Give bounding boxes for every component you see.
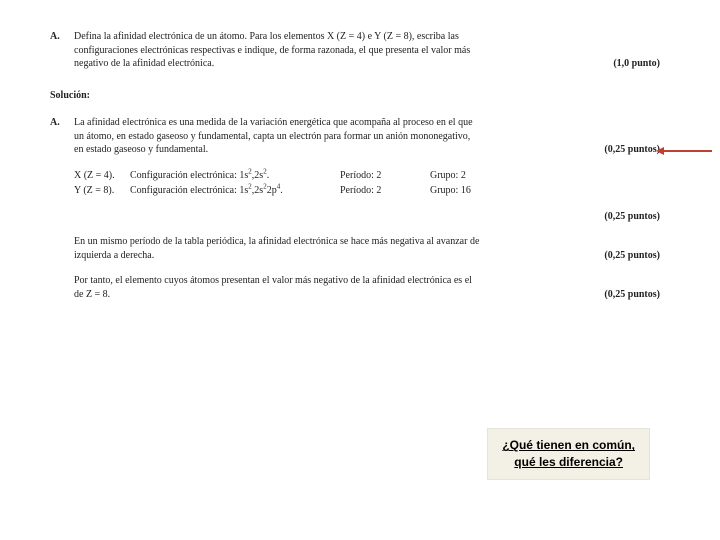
callout-l2: qué les diferencia? — [502, 454, 635, 471]
arrow-left-icon — [662, 150, 712, 152]
answer-p2-l2: izquierda a derecha. (0,25 puntos) — [74, 249, 660, 263]
answer-p3: Por tanto, el elemento cuyos átomos pres… — [50, 274, 660, 301]
answer-label: A. — [50, 116, 74, 130]
answer-p1-body: La afinidad electrónica es una medida de… — [74, 116, 660, 157]
callout-box: ¿Qué tienen en común, qué les diferencia… — [487, 428, 650, 480]
answer-p3-l1: Por tanto, el elemento cuyos átomos pres… — [74, 274, 660, 288]
cfg-x-label: X (Z = 4). — [74, 169, 130, 183]
question-body: Defina la afinidad electrónica de un áto… — [74, 30, 660, 71]
config-row-y: Y (Z = 8). Configuración electrónica: 1s… — [74, 184, 660, 198]
question-points: (1,0 punto) — [613, 57, 660, 71]
callout-l1: ¿Qué tienen en común, — [502, 437, 635, 454]
question-label: A. — [50, 30, 74, 44]
cfg-x-grupo: Grupo: 2 — [430, 169, 510, 183]
config-row-x: X (Z = 4). Configuración electrónica: 1s… — [74, 169, 660, 183]
question-line2: configuraciones electrónicas respectivas… — [74, 44, 660, 58]
answer-p2: En un mismo período de la tabla periódic… — [50, 235, 660, 262]
cfg-y-conf: Configuración electrónica: 1s2,2s22p4. — [130, 184, 340, 198]
cfg-y-label: Y (Z = 8). — [74, 184, 130, 198]
question-block: A. Defina la afinidad electrónica de un … — [50, 30, 660, 71]
answer-p1-l3: en estado gaseoso y fundamental. (0,25 p… — [74, 143, 660, 157]
solution-label: Solución: — [50, 89, 660, 103]
answer-p3-l2: de Z = 8. (0,25 puntos) — [74, 288, 660, 302]
answer-p2-l1: En un mismo período de la tabla periódic… — [74, 235, 660, 249]
answer-p1-points: (0,25 puntos) — [604, 143, 660, 157]
cfg-points: (0,25 puntos) — [50, 210, 660, 224]
question-line3: negativo de la afinidad electrónica. (1,… — [74, 57, 660, 71]
cfg-x-periodo: Período: 2 — [340, 169, 430, 183]
cfg-y-grupo: Grupo: 16 — [430, 184, 510, 198]
answer-p3-points: (0,25 puntos) — [604, 288, 660, 302]
cfg-y-periodo: Período: 2 — [340, 184, 430, 198]
answer-p2-points: (0,25 puntos) — [604, 249, 660, 263]
answer-p1-l1: La afinidad electrónica es una medida de… — [74, 116, 660, 130]
answer-p1-l2: un átomo, en estado gaseoso y fundamenta… — [74, 130, 660, 144]
answer-p1: A. La afinidad electrónica es una medida… — [50, 116, 660, 157]
config-block: X (Z = 4). Configuración electrónica: 1s… — [50, 169, 660, 198]
cfg-x-conf: Configuración electrónica: 1s2,2s2. — [130, 169, 340, 183]
question-line1: Defina la afinidad electrónica de un áto… — [74, 30, 660, 44]
